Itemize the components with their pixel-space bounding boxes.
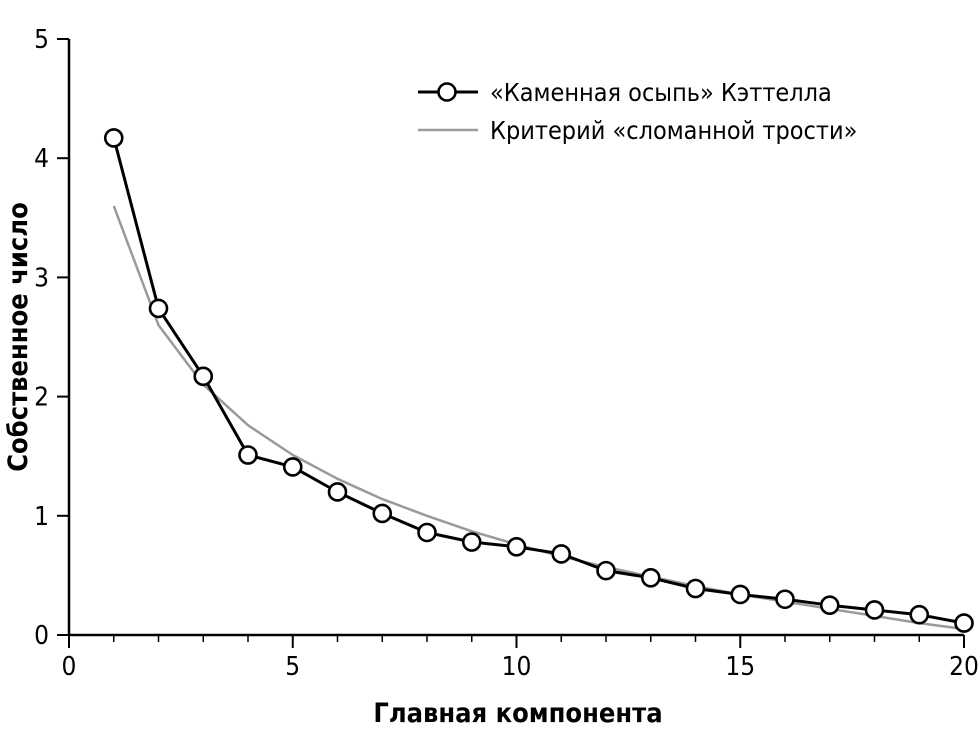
x-tick-label: 15 (725, 652, 755, 682)
scree-data-point (238, 445, 258, 465)
scree-data-point (327, 482, 348, 502)
y-tick-label: 2 (34, 383, 49, 413)
scree-data-point (730, 584, 751, 605)
scree-data-point (193, 366, 214, 387)
legend-item-scree: «Каменная осыпь» Кэттелла (418, 78, 832, 107)
y-axis-title: Собственное число (3, 202, 34, 472)
scree-data-point (103, 128, 124, 148)
scree-data-point (954, 613, 974, 633)
x-axis-title: Главная компонента (373, 698, 662, 729)
legend-item-broken-stick: Критерий «сломанной трости» (418, 116, 857, 145)
scree-data-point (282, 457, 303, 477)
scree-data-point (864, 600, 885, 620)
x-tick-label: 0 (62, 652, 77, 682)
axes: 0 5 10 15 20 0 1 2 3 4 5 (34, 25, 979, 682)
scree-data-point (551, 544, 572, 564)
scree-data-point (461, 532, 482, 552)
y-tick-label: 3 (34, 263, 49, 293)
legend: «Каменная осыпь» Кэттелла Критерий «слом… (418, 78, 857, 145)
data-series (103, 128, 974, 633)
y-tick-label: 0 (34, 621, 49, 651)
x-tick-label: 10 (502, 652, 532, 682)
legend-label-scree: «Каменная осыпь» Кэттелла (490, 78, 832, 107)
scree-data-point (909, 604, 930, 625)
y-tick-label: 5 (34, 25, 49, 55)
x-tick-label: 20 (949, 652, 979, 682)
legend-label-broken-stick: Критерий «сломанной трости» (490, 116, 857, 145)
scree-series-line (112, 137, 965, 625)
scree-data-point (685, 578, 706, 599)
scree-data-point (148, 298, 169, 319)
legend-scree-marker-icon (437, 82, 457, 102)
y-tick-label: 1 (34, 502, 49, 532)
scree-data-point (372, 503, 393, 524)
scree-data-point (819, 595, 840, 616)
scree-data-point (775, 589, 795, 610)
scree-data-point (506, 536, 527, 557)
x-tick-label: 5 (285, 652, 300, 682)
scree-data-point (417, 522, 437, 543)
y-tick-label: 4 (34, 144, 49, 174)
x-axis-ticks: 0 5 10 15 20 (62, 635, 979, 682)
y-axis-ticks: 0 1 2 3 4 5 (34, 25, 69, 651)
scree-data-point (596, 560, 616, 581)
broken-stick-series-line (112, 205, 965, 631)
scree-data-point (640, 567, 661, 588)
